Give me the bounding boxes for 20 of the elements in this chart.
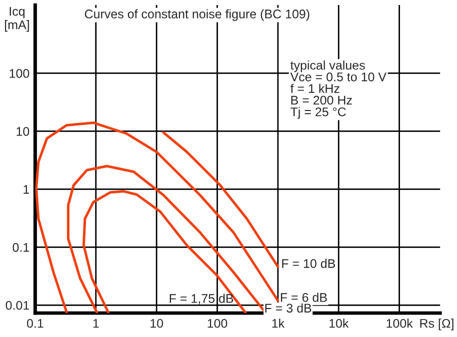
y-tick-label: 10	[16, 127, 30, 136]
y-tick-label: 0.01	[6, 300, 30, 310]
x-tick-label: 10	[150, 318, 164, 328]
y-axis-title: Icq [mA]	[5, 7, 29, 32]
x-tick-label: 1	[93, 319, 99, 328]
y-tick-label: 100	[10, 69, 30, 78]
annotation: typical values Vce = 0.5 to 10 V f = 1 kHz B = 200 Hz Tj = 25 °C	[290, 60, 386, 119]
annotation: F = 10 dB	[282, 258, 336, 268]
x-axis-title: Rs [Ω]	[420, 318, 454, 330]
annotation: F = 3 dB	[265, 303, 312, 313]
annotation: F = 6 dB	[280, 292, 327, 302]
annotation: F = 1,75 dB	[170, 294, 234, 304]
y-tick-label: 0.1	[12, 242, 30, 252]
y-tick-label: 1	[24, 185, 30, 194]
x-tick-label: 1k	[272, 318, 285, 328]
x-tick-label: 0.1	[26, 318, 44, 328]
x-tick-label: 10k	[329, 318, 349, 328]
x-tick-label: 100k	[386, 318, 413, 328]
x-tick-label: 100	[208, 318, 228, 328]
chart-title: Curves of constant noise figure (BC 109)	[84, 9, 310, 21]
